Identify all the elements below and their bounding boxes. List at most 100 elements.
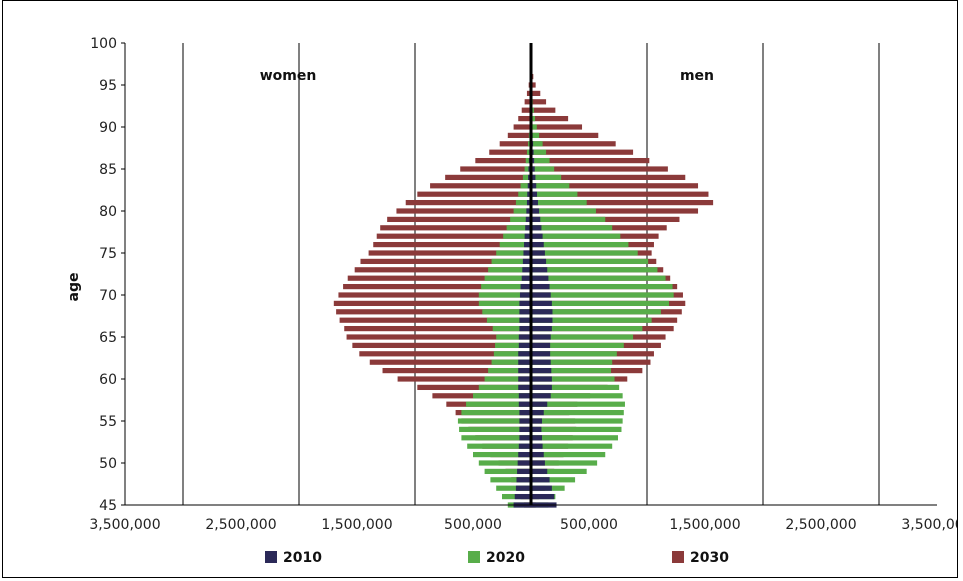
bar-2020-men-age-54 [531,426,622,433]
bar-2010-men-age-50 [531,460,545,466]
bar-2030-men-age-82 [531,191,709,197]
legend-item-2020: 2020 [468,550,525,566]
bar-2030-women-age-71 [343,283,531,290]
bar-2010-men-age-56 [531,409,544,416]
bar-2030-women-age-62 [369,359,531,365]
bar-2010-men-age-61 [531,367,552,374]
bar-2020-men-age-86 [531,157,550,164]
bar-2010-women-age-76 [524,241,531,248]
bar-2020-women-age-63 [493,351,531,357]
bar-2020-women-age-80 [513,208,531,214]
men-label: men [680,68,714,84]
bar-2010-women-age-60 [518,376,531,382]
bar-2010-men-age-67 [531,317,553,323]
bar-2020-men-age-48 [531,477,576,483]
bar-2030-men-age-81 [531,199,714,206]
bar-2020-women-age-87 [526,149,531,155]
bar-2010-men-age-79 [531,216,541,223]
bar-2030-women-age-70 [338,292,531,298]
y-tick-label: 70 [99,288,117,304]
bar-2010-women-age-54 [519,426,531,433]
bar-2020-men-age-69 [531,300,670,307]
bar-2030-women-age-79 [387,216,531,223]
bar-2020-men-age-91 [531,115,536,122]
y-tick-label: 60 [99,372,117,388]
bar-2010-men-age-46 [531,493,555,500]
bar-2020-men-age-88 [531,141,543,147]
bar-2020-women-age-52 [467,443,531,449]
bar-2020-men-age-53 [531,435,618,441]
legend-item-2030: 2030 [672,550,729,566]
bar-2030-women-age-93 [524,99,531,105]
bar-2020-women-age-48 [490,477,531,483]
bar-2020-men-age-51 [531,451,606,458]
bar-2030-men-age-89 [531,132,599,139]
bar-2020-women-age-72 [484,275,531,281]
bar-2020-men-age-82 [531,191,578,197]
bar-2010-men-age-58 [531,393,551,399]
bar-2010-men-age-63 [531,351,551,357]
bar-2030-women-age-64 [352,342,531,349]
bar-2020-men-age-71 [531,283,673,290]
bar-2020-men-age-55 [531,418,623,424]
bar-2030-women-age-82 [417,191,531,197]
bar-2030-women-age-78 [380,225,531,231]
bar-2020-women-age-55 [457,418,531,424]
y-tick-label: 90 [99,120,117,136]
bar-2010-women-age-79 [525,216,531,223]
bar-2010-women-age-56 [519,409,531,416]
bar-2020-men-age-64 [531,342,624,349]
bar-2010-women-age-82 [527,191,531,197]
bar-2010-men-age-54 [531,426,542,433]
bar-2010-men-age-71 [531,283,550,290]
bar-2020-men-age-72 [531,275,666,281]
bar-2010-women-age-63 [518,351,531,357]
bar-2010-men-age-84 [531,174,536,181]
bar-2010-men-age-73 [531,267,548,273]
bar-2030-men-age-92 [531,107,556,113]
bar-2020-women-age-71 [481,283,531,290]
bar-2010-men-age-49 [531,468,548,475]
bar-2010-women-age-57 [518,401,531,407]
bar-2020-women-age-60 [484,376,531,382]
bar-2010-men-age-77 [531,233,543,239]
bar-2020-men-age-68 [531,309,661,315]
bar-2030-women-age-66 [344,325,531,332]
axes: 45 50 55 60 65 70 75 80 85 90 95 100 3,500,000 2,500,… [89,36,963,533]
bar-2020-women-age-47 [496,485,531,491]
y-tick-label: 50 [99,456,117,472]
legend-item-2010: 2010 [265,550,322,566]
bar-2020-men-age-90 [531,124,537,130]
bar-2030-women-age-81 [405,199,531,206]
bar-2010-women-age-47 [515,485,531,491]
legend-swatch-2010 [265,551,277,563]
legend-label-2010: 2010 [283,550,322,566]
bar-2020-women-age-66 [492,325,531,332]
bar-2010-men-age-86 [531,157,535,164]
bar-2020-men-age-66 [531,325,643,332]
bar-2030-women-age-85 [460,166,531,172]
bar-2020-women-age-57 [466,401,531,407]
bar-2030-women-age-72 [347,275,531,281]
bar-2030-women-age-89 [507,132,531,139]
bar-2030-women-age-86 [475,157,531,164]
bar-2010-women-age-51 [518,451,531,458]
bar-2020-men-age-61 [531,367,612,374]
y-tick-label: 75 [99,246,117,262]
bar-2030-men-age-90 [531,124,583,130]
bar-2020-women-age-58 [473,393,531,399]
bar-2020-men-age-52 [531,443,613,449]
bar-2030-women-age-63 [359,351,531,357]
y-axis-label: age [66,273,82,302]
bar-2020-men-age-70 [531,292,674,298]
bar-2010-women-age-50 [517,460,531,466]
bar-2010-women-age-65 [518,334,531,340]
bar-2020-women-age-53 [461,435,531,441]
bar-2010-men-age-55 [531,418,543,424]
bar-2010-women-age-67 [519,317,531,323]
bar-2010-men-age-85 [531,166,535,172]
y-tick-label: 65 [99,330,117,346]
bar-2010-women-age-49 [517,468,531,475]
bar-2030-men-age-94 [531,90,541,97]
bar-2020-women-age-73 [488,267,531,273]
